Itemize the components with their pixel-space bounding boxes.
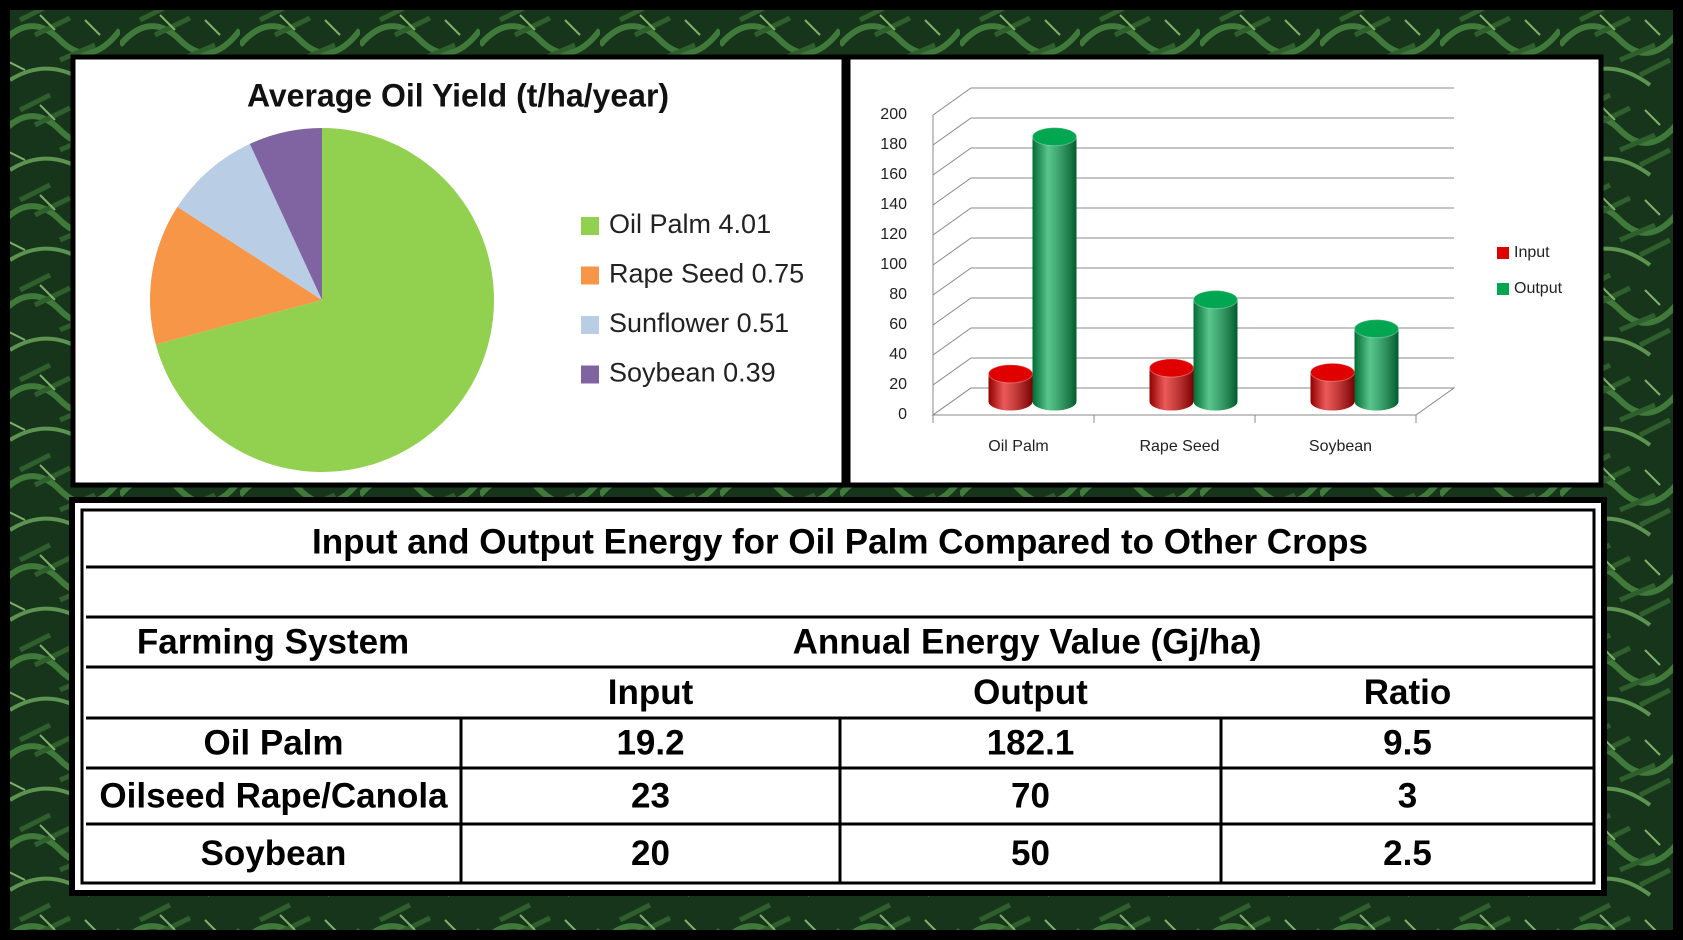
- table-cell: 182.1: [987, 723, 1075, 762]
- cylinder-cap: [1194, 291, 1238, 309]
- legend-value: 0.51: [737, 308, 790, 338]
- legend-swatch: [581, 217, 599, 235]
- table-header: Farming System: [137, 622, 409, 661]
- legend-name: Soybean: [609, 358, 716, 388]
- y-tick-label: 140: [880, 196, 907, 213]
- y-tick-label: 180: [880, 136, 907, 153]
- chart-title: Average Oil Yield (t/ha/year): [247, 77, 669, 113]
- cylinder-cap: [1150, 359, 1194, 377]
- legend-value: 4.01: [719, 209, 772, 239]
- legend-swatch: [1497, 247, 1509, 259]
- table-cell: 23: [631, 776, 670, 815]
- y-tick-label: 40: [889, 346, 907, 363]
- cylinder-shade: [1033, 128, 1077, 411]
- y-tick-label: 200: [880, 106, 907, 123]
- legend-label: Output: [1514, 280, 1563, 297]
- y-tick-label: 80: [889, 286, 907, 303]
- legend-swatch: [581, 316, 599, 334]
- legend-swatch: [1497, 283, 1509, 295]
- y-tick-label: 160: [880, 166, 907, 183]
- y-tick-label: 120: [880, 226, 907, 243]
- legend-name: Rape Seed: [609, 259, 744, 289]
- table-subheader: Output: [973, 673, 1088, 712]
- legend-value: 0.75: [752, 259, 805, 289]
- table-cell: 3: [1398, 776, 1417, 815]
- table-cell: 19.2: [616, 723, 684, 762]
- x-tick-label: Soybean: [1309, 438, 1372, 455]
- bar-panel: [848, 57, 1601, 485]
- table-subheader: Ratio: [1364, 673, 1452, 712]
- table-cell: Oilseed Rape/Canola: [99, 776, 448, 815]
- legend-label: Input: [1514, 244, 1550, 261]
- legend-label: Soybean 0.39: [609, 358, 776, 388]
- page: Average Oil Yield (t/ha/year) Oil Palm 4…: [0, 0, 1683, 940]
- table-cell: 9.5: [1383, 723, 1432, 762]
- cylinder-cap: [1311, 363, 1355, 381]
- table-cell: 70: [1011, 776, 1050, 815]
- table-header: Annual Energy Value (Gj/ha): [793, 622, 1262, 661]
- legend-swatch: [581, 267, 599, 285]
- x-tick-label: Rape Seed: [1139, 438, 1219, 455]
- table-title: Input and Output Energy for Oil Palm Com…: [312, 522, 1368, 561]
- table-cell: Soybean: [201, 834, 347, 873]
- legend-name: Oil Palm: [609, 209, 711, 239]
- table-subheader: Input: [608, 673, 694, 712]
- x-tick-label: Oil Palm: [988, 438, 1048, 455]
- legend-label: Sunflower 0.51: [609, 308, 789, 338]
- table-cell: 2.5: [1383, 834, 1432, 873]
- legend-swatch: [581, 366, 599, 384]
- table-cell: Oil Palm: [203, 723, 343, 762]
- legend-label: Rape Seed 0.75: [609, 259, 804, 289]
- cylinder-cap: [989, 365, 1033, 383]
- table-cell: 20: [631, 834, 670, 873]
- y-tick-label: 0: [898, 406, 907, 423]
- cylinder-cap: [1033, 128, 1077, 146]
- legend-value: 0.39: [723, 358, 776, 388]
- y-tick-label: 20: [889, 376, 907, 393]
- y-tick-label: 100: [880, 256, 907, 273]
- legend-name: Sunflower: [609, 308, 729, 338]
- y-tick-label: 60: [889, 316, 907, 333]
- legend-label: Oil Palm 4.01: [609, 209, 771, 239]
- cylinder-cap: [1355, 320, 1399, 338]
- table-cell: 50: [1011, 834, 1050, 873]
